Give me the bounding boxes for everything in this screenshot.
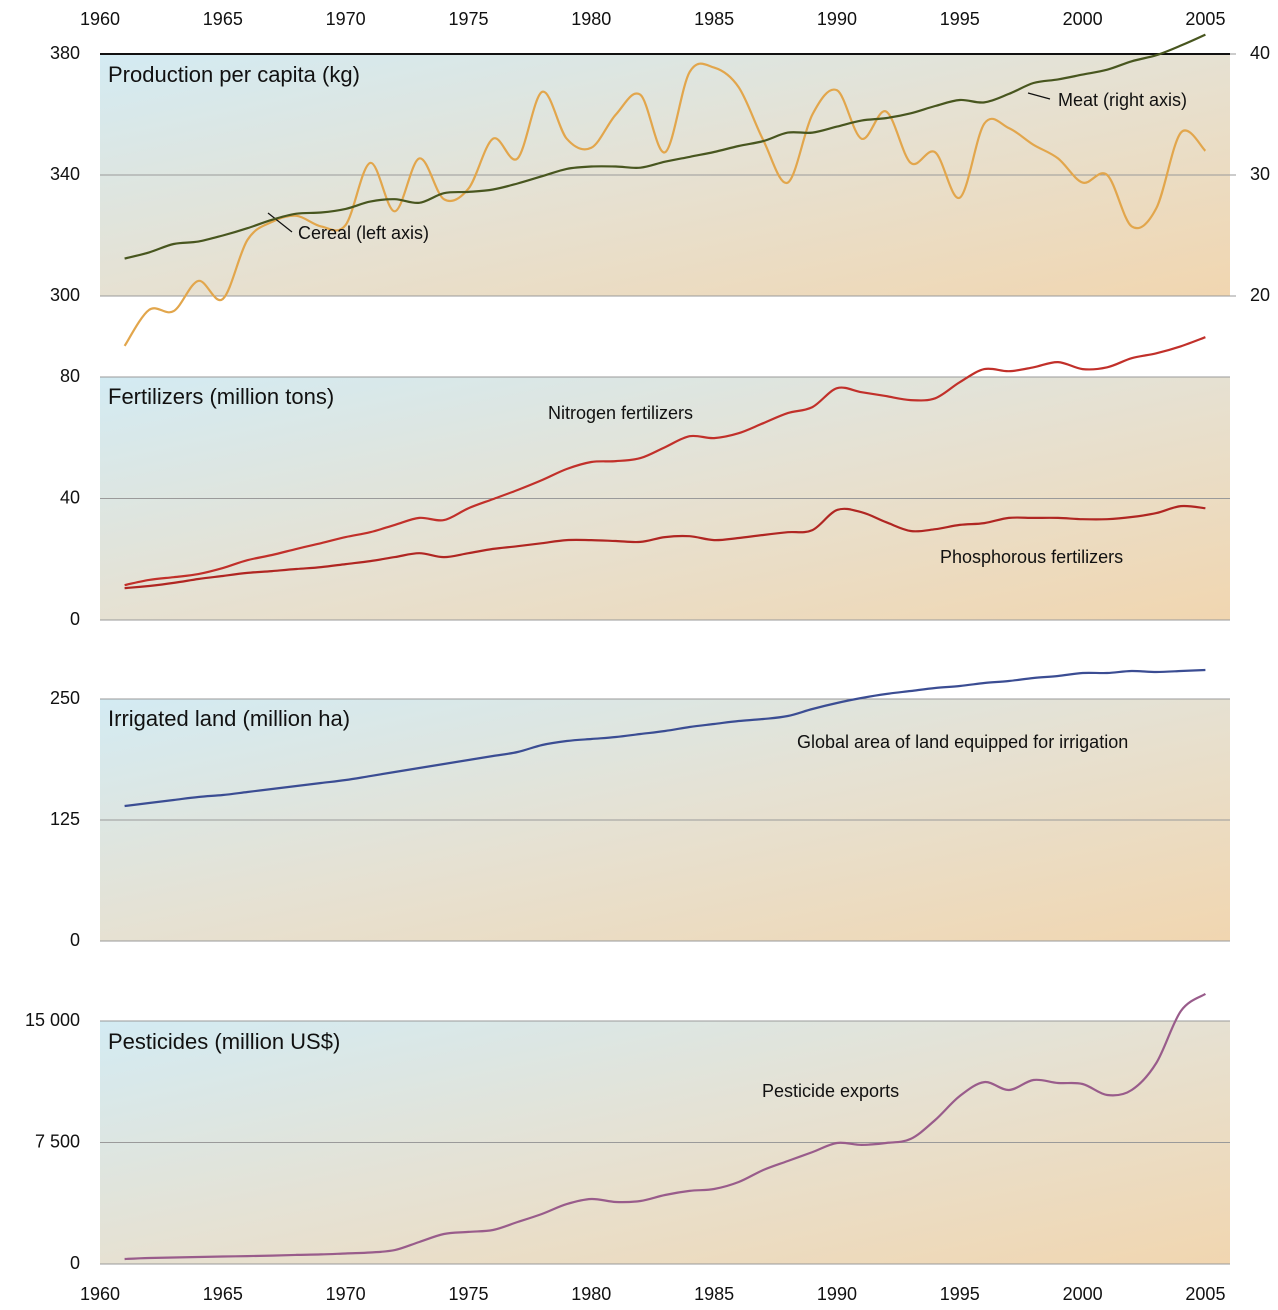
y-tick-label: 0 (70, 1253, 80, 1273)
x-tick-label: 1960 (80, 9, 120, 29)
x-tick-label: 2005 (1185, 9, 1225, 29)
x-tick-label: 1990 (817, 9, 857, 29)
data-line (124, 992, 1207, 1261)
y-tick-label: 380 (50, 43, 80, 63)
x-tick-label: 1970 (326, 9, 366, 29)
y-tick-label: 340 (50, 164, 80, 184)
data-line (124, 33, 1206, 260)
x-tick-label: 1960 (80, 1284, 120, 1304)
panel-title: Irrigated land (million ha) (108, 706, 350, 731)
data-line (124, 504, 1206, 590)
x-tick-label: 1970 (326, 1284, 366, 1304)
leader-line (267, 212, 293, 233)
x-tick-label: 2005 (1185, 1284, 1225, 1304)
x-tick-label: 2000 (1063, 9, 1103, 29)
leader-line (1027, 92, 1051, 100)
y-tick-label: 250 (50, 688, 80, 708)
x-tick-label: 1990 (817, 1284, 857, 1304)
x-tick-label: 1980 (571, 1284, 611, 1304)
series-label: Phosphorous fertilizers (940, 547, 1123, 567)
y-tick-label: 0 (70, 930, 80, 950)
series-label: Nitrogen fertilizers (548, 403, 693, 423)
y2-tick-label: 40 (1250, 43, 1270, 63)
series-label: Cereal (left axis) (298, 223, 429, 243)
x-tick-label: 1965 (203, 1284, 243, 1304)
panel-title: Fertilizers (million tons) (108, 384, 334, 409)
y-tick-label: 0 (70, 609, 80, 629)
x-tick-label: 1965 (203, 9, 243, 29)
y-tick-label: 125 (50, 809, 80, 829)
y-tick-label: 80 (60, 366, 80, 386)
series-label: Global area of land equipped for irrigat… (797, 732, 1128, 752)
y-tick-label: 40 (60, 487, 80, 507)
x-tick-label: 1975 (448, 1284, 488, 1304)
y-tick-label: 300 (50, 285, 80, 305)
series-label: Pesticide exports (762, 1081, 899, 1101)
x-tick-label: 2000 (1063, 1284, 1103, 1304)
series-label: Meat (right axis) (1058, 90, 1187, 110)
x-tick-label: 1985 (694, 9, 734, 29)
x-tick-label: 1995 (940, 1284, 980, 1304)
x-tick-label: 1995 (940, 9, 980, 29)
x-tick-label: 1975 (448, 9, 488, 29)
x-tick-label: 1985 (694, 1284, 734, 1304)
panel-title: Production per capita (kg) (108, 62, 360, 87)
y-tick-label: 7 500 (35, 1131, 80, 1151)
data-line (124, 336, 1206, 587)
data-line (123, 62, 1207, 347)
x-tick-label: 1980 (571, 9, 611, 29)
data-line (124, 668, 1206, 808)
y2-tick-label: 30 (1250, 164, 1270, 184)
panel-title: Pesticides (million US$) (108, 1029, 340, 1054)
y2-tick-label: 20 (1250, 285, 1270, 305)
y-tick-label: 15 000 (25, 1010, 80, 1030)
